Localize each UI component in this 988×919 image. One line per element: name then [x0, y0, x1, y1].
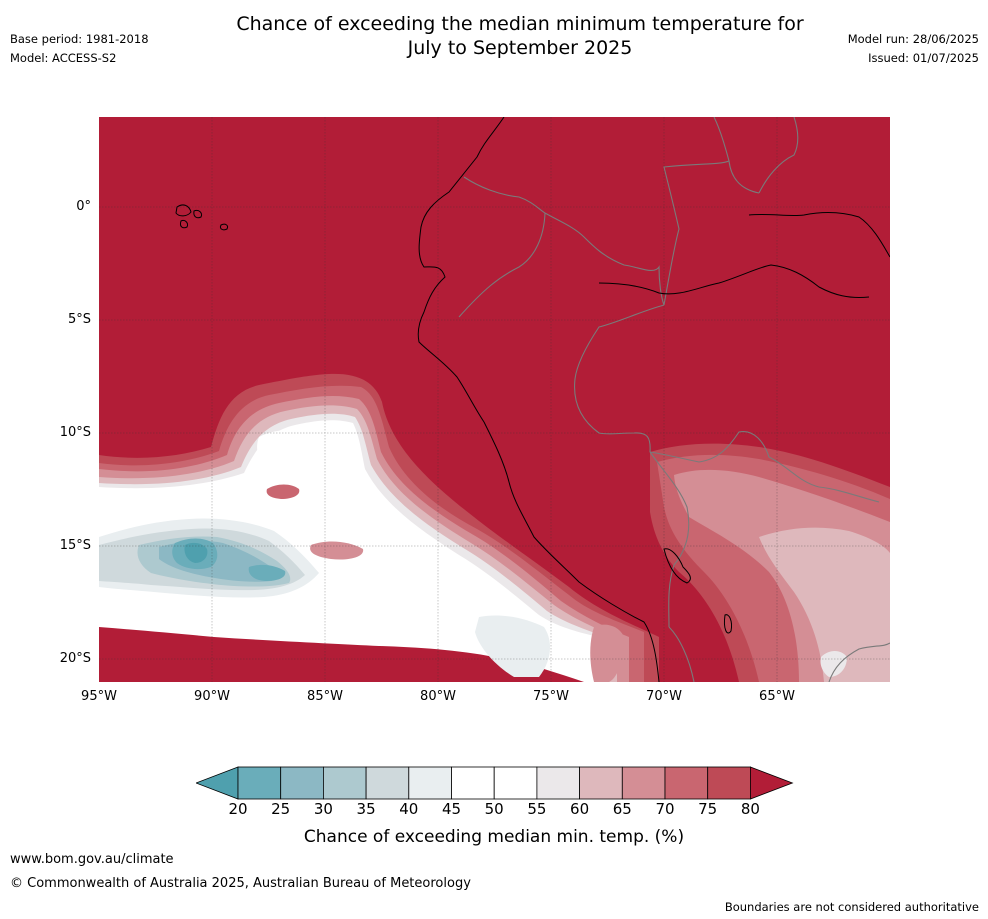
border-venezuela [713, 117, 799, 194]
coast-pacific [417, 117, 660, 682]
border-colombia-peru [544, 212, 665, 306]
issued-date: Issued: 01/07/2025 [868, 51, 979, 65]
border-chile-bolivia [668, 626, 695, 682]
title-line-2: July to September 2025 [407, 37, 633, 59]
border-ecuador-colombia [463, 176, 546, 214]
border-peru-bolivia [649, 451, 690, 628]
border-colombia-brazil [663, 160, 760, 306]
island-galapagos-3 [180, 220, 188, 229]
island-galapagos-4 [220, 223, 228, 231]
colorbar-tick-35: 35 [356, 800, 376, 818]
inland-65b [590, 624, 624, 682]
border-bolivia [649, 431, 880, 503]
colorbar [196, 766, 794, 800]
country-borders [458, 117, 890, 682]
lon-label-70w: 70°W [646, 689, 682, 704]
border-peru-brazil [574, 304, 665, 453]
colorbar-segment-50-55 [493, 766, 538, 800]
colorbar-tick-70: 70 [655, 800, 675, 818]
colorbar-tick-40: 40 [399, 800, 419, 818]
colorbar-segment-65-70 [621, 766, 666, 800]
lake-titicaca [663, 548, 691, 584]
colorbar-title: Chance of exceeding median min. temp. (%… [303, 827, 685, 847]
colorbar-segment-25-30 [280, 766, 324, 800]
border-ecuador-peru [458, 212, 546, 318]
model-run: Model run: 28/06/2025 [847, 32, 979, 46]
lat-label-20s: 20°S [59, 651, 91, 666]
lon-label-65w: 65°W [759, 689, 795, 704]
colorbar-segment-55-60 [536, 766, 580, 800]
colorbar-tick-50: 50 [484, 800, 504, 818]
colorbar-segment-40-45 [408, 766, 452, 800]
colorbar-segment-35-40 [365, 766, 410, 800]
lat-label-15s: 15°S [59, 538, 91, 553]
lat-label-5s: 5°S [67, 312, 91, 327]
probability-map [99, 117, 890, 682]
colorbar-tick-45: 45 [441, 800, 462, 818]
ocean-contours [99, 373, 659, 682]
map-title: Chance of exceeding the median minimum t… [0, 12, 988, 60]
border-southeast [828, 642, 890, 682]
coast-amazon [598, 212, 890, 298]
lake-poopo [724, 614, 732, 634]
colorbar-segment-60-65 [579, 766, 623, 800]
colorbar-tick-25: 25 [271, 800, 291, 818]
lon-label-75w: 75°W [533, 689, 569, 704]
contour-20 [184, 542, 208, 563]
colorbar-tick-20: 20 [228, 800, 248, 818]
colorbar-tick-75: 75 [698, 800, 718, 818]
lat-label-0: 0° [76, 199, 91, 214]
lon-label-95w: 95°W [81, 689, 117, 704]
graticule [99, 117, 890, 682]
footer-copyright: © Commonwealth of Australia 2025, Austra… [10, 876, 471, 891]
footer-url[interactable]: www.bom.gov.au/climate [10, 852, 174, 867]
colorbar-segment-30-35 [323, 766, 367, 800]
base-period: Base period: 1981-2018 [10, 32, 149, 46]
model-name: Model: ACCESS-S2 [10, 51, 117, 65]
footer-disclaimer: Boundaries are not considered authoritat… [724, 900, 979, 914]
contour-75b [266, 484, 300, 499]
island-galapagos-1 [175, 204, 192, 217]
inland-60 [759, 527, 890, 682]
lon-label-80w: 80°W [420, 689, 456, 704]
coastlines [175, 117, 890, 682]
colorbar-tick-65: 65 [612, 800, 632, 818]
lat-label-10s: 10°S [59, 425, 91, 440]
colorbar-tick-30: 30 [313, 800, 333, 818]
inland-55 [820, 651, 847, 677]
contour-45b [475, 615, 551, 677]
inland-contours [590, 443, 890, 682]
colorbar-segment-45-50 [451, 766, 495, 800]
colorbar-tick-55: 55 [527, 800, 547, 818]
colorbar-extend-high [750, 766, 794, 800]
colorbar-segment-75-80 [707, 766, 751, 800]
colorbar-extend-low [196, 766, 239, 800]
lon-label-85w: 85°W [307, 689, 343, 704]
lon-label-90w: 90°W [194, 689, 230, 704]
contour-25b [248, 564, 286, 581]
island-galapagos-2 [193, 210, 202, 219]
colorbar-segment-20-25 [237, 766, 282, 800]
colorbar-tick-80: 80 [740, 800, 760, 818]
title-line-1: Chance of exceeding the median minimum t… [236, 13, 804, 35]
contour-50b [257, 429, 330, 472]
contour-70b [310, 541, 364, 560]
colorbar-tick-60: 60 [570, 800, 590, 818]
colorbar-segment-70-75 [664, 766, 709, 800]
